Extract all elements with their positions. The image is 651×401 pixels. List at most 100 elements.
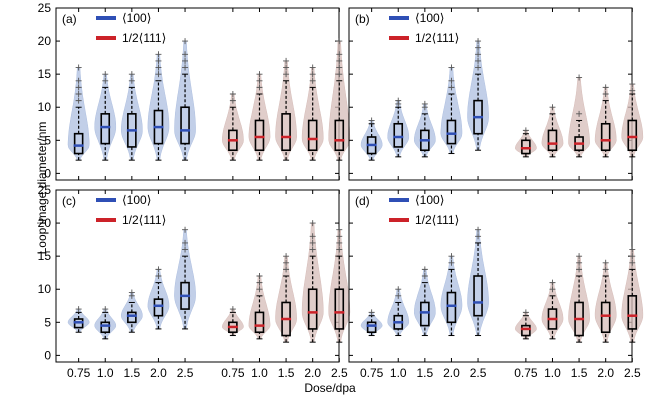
outlier-point: [309, 77, 316, 84]
outlier-point: [182, 239, 189, 246]
x-tick-label: 0.75: [221, 366, 245, 380]
violin-group: [594, 84, 617, 158]
box: [627, 295, 638, 330]
violin-group: [568, 74, 590, 158]
outlier-point: [475, 38, 482, 45]
violin-group: [360, 309, 383, 337]
x-tick-label: 1.0: [251, 366, 268, 380]
violin-group: [94, 71, 117, 161]
outlier-point: [336, 51, 343, 58]
outlier-point: [602, 259, 609, 266]
violin-group: [621, 81, 644, 158]
legend-label: 1/2⟨111⟩: [415, 213, 459, 227]
violin-group: [275, 253, 297, 343]
violin-group: [121, 289, 143, 333]
x-tick-label: 0.75: [514, 366, 538, 380]
x-tick-label: 2.5: [177, 366, 194, 380]
outlier-point: [368, 309, 375, 316]
violin-group: [541, 279, 564, 340]
box: [180, 106, 190, 145]
legend-label: 1/2⟨111⟩: [122, 31, 166, 45]
outlier-point: [155, 71, 162, 78]
violin-group: [248, 71, 271, 161]
outlier-point: [475, 51, 482, 58]
violin-group: [387, 97, 410, 158]
y-tick-label: 15: [38, 67, 52, 81]
x-tick-label: 2.0: [443, 366, 460, 380]
outlier-point: [182, 64, 189, 71]
x-tick-label: 1.0: [390, 366, 407, 380]
violin-group: [467, 38, 489, 151]
x-tick-label: 2.0: [597, 366, 614, 380]
y-tick-label: 0: [44, 166, 51, 180]
panel-label: (c): [62, 194, 76, 208]
outlier-point: [229, 97, 236, 104]
violin-shape: [568, 77, 590, 158]
outlier-point: [309, 64, 316, 71]
x-tick-label: 0.75: [360, 366, 384, 380]
outlier-point: [128, 77, 135, 84]
box: [600, 301, 611, 334]
outlier-point: [128, 71, 135, 78]
outlier-point: [102, 77, 109, 84]
outlier-point: [602, 84, 609, 91]
outlier-point: [336, 226, 343, 233]
outlier-point: [395, 286, 402, 293]
outlier-point: [182, 51, 189, 58]
outlier-point: [309, 239, 316, 246]
panel-d: (d) ⟨100⟩ 1/2⟨111⟩ 0.75 1.0 1.5 2.0 2.5 0.75 1.0 1…: [348, 189, 644, 380]
box: [521, 324, 531, 337]
outlier-point: [421, 100, 428, 107]
panel-a: 0 5 10 15 20 25 (a) ⟨100⟩ 1/2⟨111⟩: [38, 1, 351, 181]
legend-label: ⟨100⟩: [122, 11, 151, 25]
outlier-point: [421, 266, 428, 273]
outlier-point: [549, 279, 556, 286]
outlier-point: [75, 97, 82, 104]
box: [334, 288, 345, 330]
box: [393, 122, 404, 148]
outlier-point: [75, 84, 82, 91]
outlier-point: [368, 117, 375, 124]
violin-group: [147, 51, 170, 161]
panel-label: (b): [355, 12, 370, 26]
violin-group: [67, 306, 90, 333]
outlier-point: [256, 84, 263, 91]
y-axis-label: Loop image diameter/nm: [35, 122, 49, 255]
outlier-point: [336, 233, 343, 240]
violin-group: [515, 309, 537, 340]
violin-group: [594, 259, 617, 343]
panel-frame: [55, 189, 340, 363]
outlier-point: [256, 71, 263, 78]
outlier-point: [475, 233, 482, 240]
outlier-point: [155, 64, 162, 71]
outlier-point: [229, 91, 236, 97]
outlier-point: [283, 253, 290, 260]
outlier-point: [448, 84, 455, 91]
panel-c: 0 5 10 15 20 25 (c) ⟨100⟩ 1/2⟨111⟩ 0.75 1.0 1.5 2.0 2…: [38, 183, 351, 380]
outlier-point: [102, 71, 109, 78]
y-tick-label: 5: [44, 133, 51, 147]
outlier-point: [629, 81, 636, 88]
box: [446, 291, 457, 324]
y-tick-label: 0: [44, 348, 51, 362]
legend-label: ⟨100⟩: [122, 193, 151, 207]
outlier-point: [602, 266, 609, 273]
x-tick-label: 1.0: [544, 366, 561, 380]
violin-group: [147, 266, 170, 330]
violin-group: [621, 246, 644, 343]
outlier-point: [182, 226, 189, 233]
violin-group: [414, 100, 436, 158]
legend-label: ⟨100⟩: [415, 193, 444, 207]
outlier-point: [256, 273, 263, 279]
outlier-point: [182, 57, 189, 64]
x-tick-label: 1.5: [417, 366, 434, 380]
panel-frame: [348, 7, 633, 181]
outlier-point: [448, 259, 455, 266]
y-tick-label: 5: [44, 315, 51, 329]
outlier-point: [475, 226, 482, 233]
outlier-point: [309, 71, 316, 78]
y-tick-label: 25: [38, 183, 52, 197]
outlier-point: [128, 289, 135, 296]
y-tick-label: 15: [38, 249, 52, 263]
